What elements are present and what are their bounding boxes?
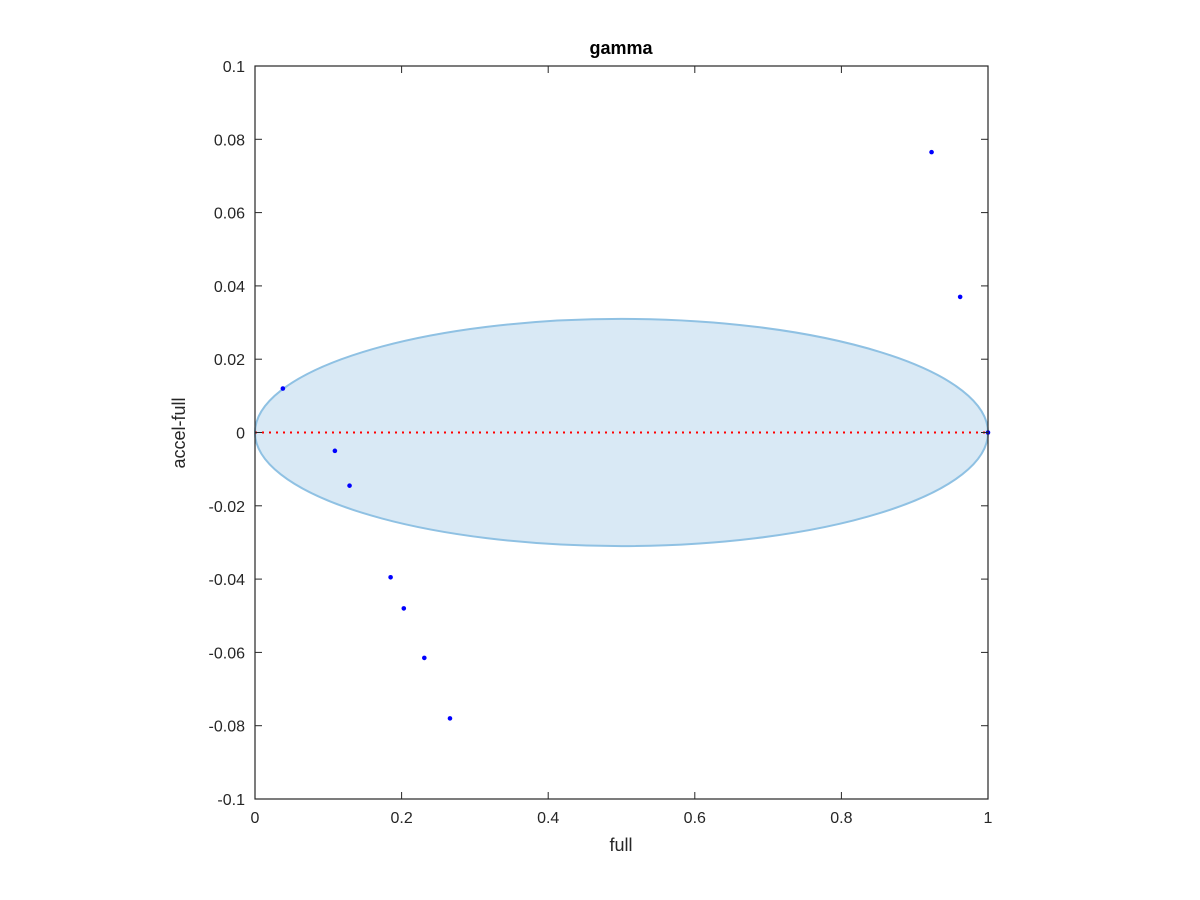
scatter-point xyxy=(347,483,352,488)
y-tick-label: 0.1 xyxy=(223,59,245,76)
y-tick-label: -0.02 xyxy=(209,499,246,516)
scatter-point xyxy=(280,386,286,391)
y-tick-label: -0.06 xyxy=(209,645,246,662)
x-tick-label: 0.4 xyxy=(537,810,559,827)
x-tick-label: 0.6 xyxy=(684,810,706,827)
chart-title: gamma xyxy=(589,38,653,58)
y-tick-label: -0.08 xyxy=(209,719,246,736)
scatter-point xyxy=(422,655,427,661)
x-axis-label: full xyxy=(609,835,632,855)
scatter-point xyxy=(957,294,963,300)
x-tick-label: 0.8 xyxy=(830,810,852,827)
scatter-point xyxy=(929,149,934,155)
x-tick-label: 1 xyxy=(984,810,993,827)
scatter-point xyxy=(332,448,338,454)
y-tick-label: 0.04 xyxy=(214,279,245,296)
y-tick-label: -0.04 xyxy=(209,572,246,589)
scatter-point xyxy=(401,606,407,611)
y-tick-label: 0.06 xyxy=(214,206,245,223)
scatter-point xyxy=(388,574,393,580)
y-tick-label: 0 xyxy=(236,426,245,443)
y-axis-label: accel-full xyxy=(169,397,189,468)
scatter-point xyxy=(447,716,453,721)
x-tick-label: 0 xyxy=(251,810,260,827)
y-tick-label: 0.08 xyxy=(214,132,245,149)
x-tick-label: 0.2 xyxy=(390,810,412,827)
y-tick-label: -0.1 xyxy=(217,792,245,809)
y-tick-label: 0.02 xyxy=(214,352,245,369)
